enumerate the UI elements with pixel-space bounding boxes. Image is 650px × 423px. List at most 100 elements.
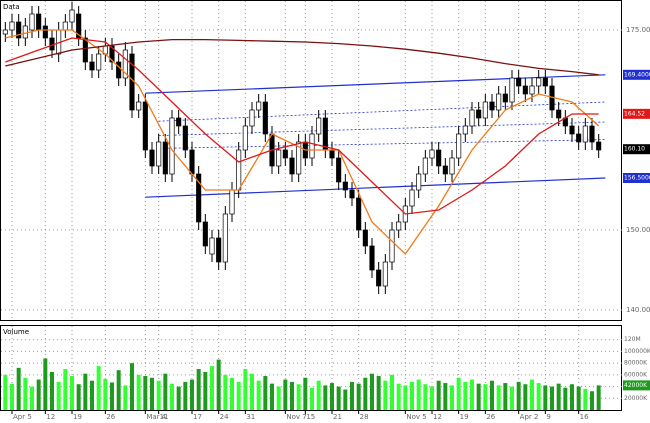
volume-bar: [256, 380, 261, 410]
candle-body: [82, 37, 88, 63]
volume-bar: [543, 385, 548, 410]
volume-bar: [183, 381, 188, 410]
x-tick-label: Apr 5: [13, 413, 32, 421]
candle-body: [96, 53, 102, 71]
volume-bar: [76, 384, 81, 410]
candle-body: [69, 9, 75, 23]
candle-body: [142, 101, 148, 151]
volume-bar: [563, 387, 568, 410]
x-tick-label: Nov 7: [286, 413, 306, 421]
price-label: 160.10: [624, 146, 645, 153]
volume-bar: [536, 383, 541, 410]
candle-body: [329, 149, 335, 159]
volume-bar: [303, 377, 308, 410]
volume-bar: [10, 383, 14, 410]
candle-body: [482, 101, 488, 119]
volume-bar: [70, 376, 74, 410]
x-tick-label: 11: [160, 413, 169, 421]
volume-bar: [236, 381, 241, 410]
candle-body: [449, 157, 455, 175]
candle-body: [376, 269, 382, 287]
x-tick-label: 24: [220, 413, 229, 421]
x-tick-label: 19: [460, 413, 469, 421]
candle-body: [156, 141, 162, 167]
volume-bar: [23, 377, 28, 410]
moving-average: [5, 29, 600, 255]
x-tick-label: 12: [433, 413, 442, 421]
candle-body: [22, 25, 28, 39]
volume-bar: [156, 380, 161, 410]
x-tick-label: Nov 5: [406, 413, 426, 421]
price-label: 156.5000: [624, 175, 650, 182]
volume-bar: [16, 367, 21, 410]
volume-tick-label: 100000K: [624, 348, 650, 355]
candle-body: [416, 173, 422, 191]
volume-bar: [196, 369, 201, 410]
volume-bar: [510, 386, 514, 410]
candle-body: [249, 109, 255, 127]
volume-bar: [596, 385, 601, 410]
volume-bar: [550, 386, 554, 410]
volume-tick-label: 80000K: [624, 360, 648, 367]
volume-bar: [230, 377, 234, 410]
volume-bar: [283, 379, 288, 410]
candle-body: [462, 125, 468, 135]
candle-body: [29, 13, 35, 31]
candle-body: [196, 173, 202, 223]
volume-bar: [523, 384, 528, 410]
price-label: 164.52: [624, 110, 645, 117]
volume-bar: [263, 376, 268, 410]
candle-body: [509, 77, 515, 103]
volume-title: Volume: [3, 328, 29, 336]
candle-body: [469, 109, 475, 127]
x-tick-label: 17: [193, 413, 202, 421]
volume-bar: [483, 384, 488, 410]
candle-body: [236, 149, 242, 191]
volume-bar: [336, 386, 341, 410]
volume-bar: [583, 388, 588, 410]
volume-bar: [356, 383, 361, 410]
candle-body: [356, 197, 362, 231]
candle-body: [262, 101, 268, 135]
volume-bar: [123, 385, 128, 410]
trendline: [158, 121, 606, 136]
candle-body: [296, 141, 302, 175]
candle-body: [216, 237, 222, 263]
candle-body: [316, 117, 322, 135]
candle-body: [536, 77, 542, 87]
candle-body: [436, 149, 442, 167]
volume-bar: [290, 381, 294, 410]
trendline: [145, 74, 606, 94]
volume-bar: [443, 383, 448, 410]
candle-body: [89, 61, 95, 71]
x-tick-label: 15: [306, 413, 315, 421]
volume-bar: [90, 380, 94, 410]
candle-body: [16, 21, 22, 39]
volume-panel: [0, 325, 622, 411]
volume-bar: [410, 381, 414, 410]
candle-body: [349, 189, 355, 199]
candle-body: [382, 261, 388, 287]
volume-bar: [223, 374, 228, 410]
candle-body: [576, 133, 582, 143]
volume-bar: [470, 379, 474, 410]
volume-bar: [363, 377, 368, 410]
volume-bar: [116, 370, 121, 410]
x-tick-label: 12: [46, 413, 55, 421]
volume-bar: [316, 380, 321, 410]
moving-average: [5, 37, 599, 215]
candle-body: [516, 77, 522, 87]
volume-bar: [423, 384, 428, 410]
volume-bar: [576, 386, 581, 410]
volume-label-box: [623, 380, 650, 391]
volume-tick-label: 60000K: [624, 371, 648, 378]
candle-body: [242, 125, 248, 151]
candle-body: [556, 109, 562, 119]
candle-body: [529, 85, 535, 95]
volume-bar: [270, 383, 274, 410]
candle-body: [362, 229, 368, 247]
moving-average: [5, 38, 599, 76]
x-tick-label: 21: [333, 413, 342, 421]
